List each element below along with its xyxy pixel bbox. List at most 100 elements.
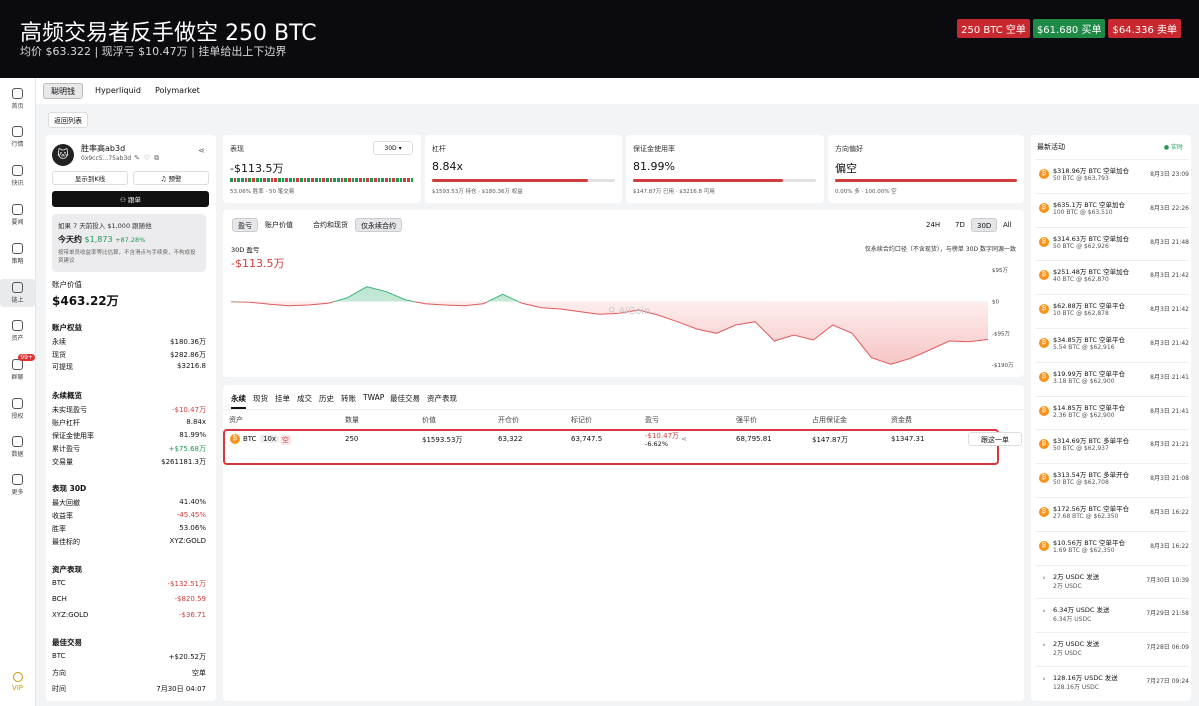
nav-chat[interactable]: 99+ 群聊: [0, 354, 35, 381]
activity-item[interactable]: ₿ $14.85万 BTC 空单平仓 2.36 BTC @ $62,900 8月3日 …: [1035, 395, 1189, 426]
positions-tab[interactable]: 现货: [253, 394, 268, 403]
nav-headlines[interactable]: 要闻: [0, 204, 35, 226]
best-title: 最佳交易: [52, 638, 82, 647]
equity-value: $180.36万: [170, 338, 206, 346]
alert-button[interactable]: ♫ 预警: [133, 171, 209, 185]
range-all[interactable]: All: [1003, 221, 1012, 229]
win-loss-segment: [384, 178, 388, 182]
activity-item[interactable]: ᵁ 2万 USDC 发送 2万 USDC 7月28日 06:09: [1035, 632, 1189, 662]
activity-detail: 6.34万 USDC: [1053, 616, 1092, 624]
chart-label: 30D 盈亏: [231, 246, 260, 254]
positions-tab[interactable]: 转账: [341, 394, 356, 403]
nav-market[interactable]: 行情: [0, 126, 35, 148]
share-icon[interactable]: ⋖: [198, 146, 205, 155]
range-30d[interactable]: 30D: [971, 218, 998, 232]
nav-more[interactable]: 更多: [0, 474, 35, 496]
activity-time: 7月29日 21:58: [1146, 610, 1189, 618]
tab-smart-money[interactable]: 聪明钱: [43, 83, 83, 99]
btc-coin-icon: ₿: [1039, 405, 1049, 416]
perf-value: XYZ:GOLD: [169, 537, 206, 545]
column-header: 占用保证金: [812, 416, 847, 424]
account-value: $463.22万: [52, 294, 119, 308]
pnl-line-negative: [230, 301, 989, 365]
win-loss-segment: [355, 178, 359, 182]
activity-item[interactable]: ₿ $19.99万 BTC 空单平仓 3.18 BTC @ $62,900 8月3日 …: [1035, 361, 1189, 392]
activity-detail: 2.36 BTC @ $62,900: [1053, 411, 1115, 419]
tab-polymarket[interactable]: Polymarket: [155, 86, 200, 95]
equity-row: 可提现 $3216.8: [52, 362, 206, 372]
activity-item[interactable]: ₿ $172.56万 BTC 空单平仓 27.68 BTC @ $62,350 8月3…: [1035, 497, 1189, 527]
nav-strategy[interactable]: 策略: [0, 243, 35, 265]
activity-item[interactable]: ₿ $318.96万 BTC 空单加仓 50 BTC @ $63,793 8月3日 2…: [1035, 159, 1189, 189]
vip-entry[interactable]: VIP: [0, 672, 35, 692]
activity-item[interactable]: ᵁ 2万 USDC 发送 2万 USDC 7月30日 10:39: [1035, 564, 1189, 595]
filter-contract-spot[interactable]: 合约和现货: [313, 221, 348, 229]
avatar: 🐱: [52, 144, 74, 166]
activity-item[interactable]: ₿ $313.54万 BTC 多单开仓 50 BTC @ $62,708 8月3日 2…: [1035, 463, 1189, 493]
activity-action: $34.85万 BTC 空单平仓: [1053, 336, 1125, 344]
direction-label: 方向偏好: [835, 145, 863, 153]
follow-button[interactable]: ⚇ 跟单: [52, 191, 209, 207]
copy-icons[interactable]: ✎♡⧉: [134, 154, 164, 162]
nav-flash[interactable]: 快讯: [0, 165, 35, 187]
activity-item[interactable]: ₿ $314.63万 BTC 空单加仓 50 BTC @ $62,926 8月3日 2…: [1035, 226, 1189, 257]
activity-item[interactable]: ₿ $10.56万 BTC 空单平仓 1.69 BTC @ $62,350 8月3日 …: [1035, 530, 1189, 561]
positions-tab[interactable]: 挂单: [275, 394, 290, 403]
win-loss-bar: [230, 178, 414, 182]
activity-item[interactable]: ₿ $62.88万 BTC 空单平仓 10 BTC @ $62,878 8月3日 21…: [1035, 294, 1189, 324]
win-loss-segment: [259, 178, 263, 182]
positions-tab[interactable]: TWAP: [363, 393, 385, 402]
filter-perp-only[interactable]: 仅永续合约: [355, 218, 402, 232]
activity-detail: 128.16万 USDC: [1053, 684, 1099, 691]
usdc-icon: ᵁ: [1042, 643, 1046, 651]
positions-tab[interactable]: 资产表现: [427, 394, 457, 403]
nav-assets[interactable]: 资产: [0, 320, 35, 342]
range-select[interactable]: 30D ▾: [373, 141, 413, 155]
activity-action: $314.63万 BTC 空单加仓: [1053, 234, 1130, 243]
win-loss-segment: [410, 178, 414, 182]
nav-data[interactable]: 数据: [0, 436, 35, 458]
nav-home[interactable]: 首页: [0, 88, 35, 110]
positions-tab[interactable]: 最佳交易: [390, 394, 420, 403]
follow-this-order-button[interactable]: 跟这一单: [968, 432, 1022, 446]
asset-label: BCH: [52, 595, 67, 603]
activity-action: $251.48万 BTC 空单加仓: [1053, 268, 1130, 277]
show-kline-button[interactable]: 显示到K线: [52, 171, 128, 185]
range-select-value: 30D: [384, 145, 397, 152]
row-funding: $1347.31: [891, 435, 925, 443]
nav-auth[interactable]: 授权: [0, 398, 35, 420]
y-tick-label: $0: [992, 300, 999, 306]
activity-item[interactable]: ₿ $635.1万 BTC 空单加仓 100 BTC @ $63,510 8月3日 2…: [1035, 192, 1189, 223]
row-side: 空: [280, 435, 291, 445]
chart-value: -$113.5万: [231, 257, 285, 270]
range-24h[interactable]: 24H: [926, 221, 941, 229]
activity-detail: 3.18 BTC @ $62,900: [1053, 377, 1115, 385]
nav-onchain[interactable]: 链上: [0, 279, 35, 307]
win-loss-segment: [296, 178, 300, 182]
chart-tab-pnl[interactable]: 盈亏: [232, 218, 258, 232]
activity-item[interactable]: ᵁ 128.16万 USDC 发送 128.16万 USDC 7月27日 09:24: [1035, 666, 1189, 696]
activity-detail: 2万 USDC: [1053, 650, 1082, 658]
live-indicator[interactable]: ● 实时: [1164, 142, 1183, 151]
activity-item[interactable]: ₿ $251.48万 BTC 空单加仓 40 BTC @ $62,870 8月3日 2…: [1035, 260, 1189, 290]
activity-item[interactable]: ᵁ 6.34万 USDC 发送 6.34万 USDC 7月29日 21:58: [1035, 598, 1189, 628]
follow-label: 跟单: [127, 196, 141, 204]
positions-tab[interactable]: 成交: [297, 394, 312, 403]
chart-tab-account-value[interactable]: 账户价值: [265, 221, 293, 229]
range-7d[interactable]: 7D: [955, 221, 965, 229]
activity-item[interactable]: ₿ $34.85万 BTC 空单平仓 5.54 BTC @ $62,916 8月3日 …: [1035, 328, 1189, 358]
perp-title: 永续概览: [52, 391, 82, 400]
win-loss-segment: [237, 178, 241, 182]
win-loss-segment: [248, 178, 252, 182]
win-loss-segment: [255, 178, 259, 182]
back-to-list-button[interactable]: 返回列表: [48, 112, 88, 128]
row-qty: 250: [345, 435, 359, 443]
share-icon[interactable]: ⋖: [681, 435, 687, 443]
perp-row: 账户杠杆 8.84x: [52, 418, 206, 428]
positions-tab-perp[interactable]: 永续: [231, 394, 246, 403]
tab-hyperliquid[interactable]: Hyperliquid: [95, 86, 141, 95]
nav-strategy-label: 策略: [11, 258, 24, 265]
activity-item[interactable]: ₿ $314.69万 BTC 多单平仓 50 BTC @ $62,937 8月3日 2…: [1035, 429, 1189, 459]
positions-tab[interactable]: 历史: [319, 394, 334, 403]
perf-label: 最佳标的: [52, 538, 80, 546]
